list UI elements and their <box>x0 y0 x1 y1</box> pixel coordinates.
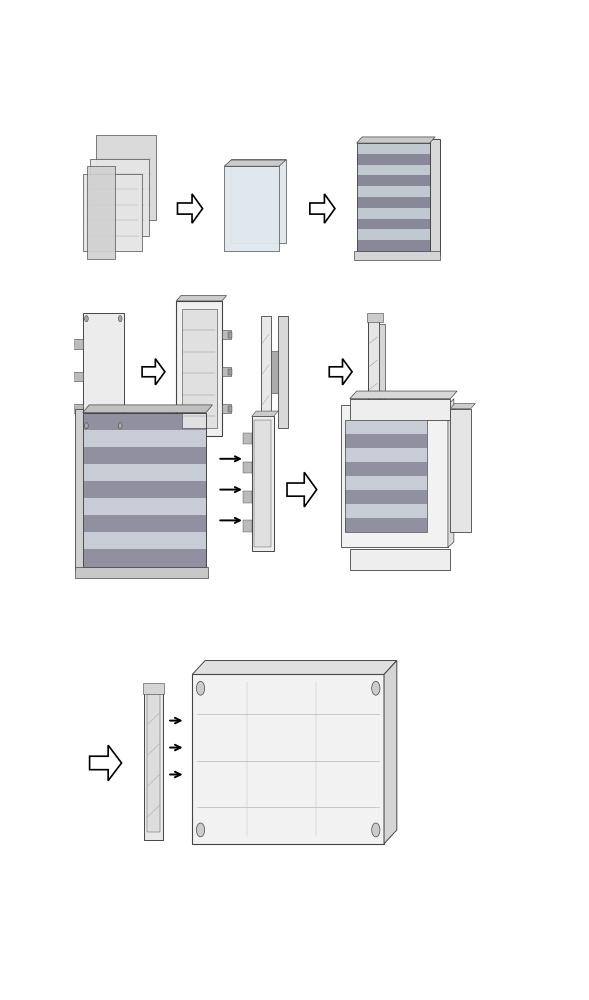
Bar <box>357 197 430 208</box>
Bar <box>357 165 430 175</box>
Bar <box>72 404 82 413</box>
Polygon shape <box>350 391 457 399</box>
Bar <box>222 404 231 413</box>
Bar <box>82 312 124 432</box>
Circle shape <box>118 423 122 429</box>
Bar <box>345 448 428 462</box>
Polygon shape <box>384 661 397 844</box>
Bar <box>345 462 428 476</box>
Bar <box>70 406 74 412</box>
Bar <box>72 372 82 381</box>
Bar <box>229 332 232 338</box>
Bar <box>82 174 142 251</box>
Bar <box>243 462 252 473</box>
Bar <box>350 549 450 570</box>
Bar <box>70 341 74 347</box>
Bar <box>70 373 74 379</box>
Bar <box>82 532 206 549</box>
Bar <box>243 520 252 532</box>
Bar <box>243 491 252 503</box>
Bar <box>75 409 82 570</box>
Bar <box>357 229 430 240</box>
Bar <box>143 683 164 694</box>
Bar <box>261 316 271 428</box>
Bar <box>224 166 279 251</box>
Bar <box>82 413 206 430</box>
Bar <box>430 139 440 255</box>
Bar <box>357 143 430 154</box>
Polygon shape <box>177 194 203 223</box>
Circle shape <box>372 681 380 695</box>
Polygon shape <box>90 745 121 781</box>
Bar <box>350 399 450 420</box>
Bar <box>357 219 430 229</box>
Bar <box>367 312 383 322</box>
Polygon shape <box>287 472 317 507</box>
Bar <box>82 413 206 567</box>
Circle shape <box>118 316 122 322</box>
Polygon shape <box>82 405 213 413</box>
Bar <box>229 406 232 412</box>
Bar <box>82 447 206 464</box>
Polygon shape <box>357 137 435 143</box>
Bar <box>192 674 384 844</box>
Bar <box>450 409 471 532</box>
Bar <box>87 166 115 259</box>
Bar <box>340 405 448 547</box>
Bar <box>82 515 206 532</box>
Bar <box>272 351 277 393</box>
Bar <box>243 433 252 444</box>
Bar <box>357 186 430 197</box>
Circle shape <box>85 316 88 322</box>
Bar <box>82 464 206 481</box>
Circle shape <box>196 823 204 837</box>
Bar <box>176 301 222 436</box>
Circle shape <box>196 681 204 695</box>
Polygon shape <box>176 296 227 301</box>
Bar <box>379 324 385 420</box>
Bar <box>357 208 430 219</box>
Polygon shape <box>448 399 454 547</box>
Bar <box>345 420 428 434</box>
Polygon shape <box>252 411 278 416</box>
Bar <box>357 240 430 251</box>
Bar <box>252 416 273 551</box>
Bar <box>222 330 231 339</box>
Bar <box>355 251 440 260</box>
Bar <box>345 490 428 504</box>
Bar <box>345 476 428 490</box>
Bar <box>222 367 231 376</box>
Bar <box>357 154 430 165</box>
Bar <box>357 175 430 186</box>
Bar <box>82 481 206 498</box>
Bar <box>75 567 208 578</box>
Bar <box>345 434 428 448</box>
Polygon shape <box>450 403 475 409</box>
Bar <box>144 686 163 840</box>
Bar <box>82 430 206 447</box>
Bar <box>278 316 288 428</box>
Bar <box>229 369 232 375</box>
Polygon shape <box>192 661 397 674</box>
Bar <box>182 309 217 428</box>
Bar <box>357 143 430 251</box>
Bar <box>345 420 428 532</box>
Bar <box>82 498 206 515</box>
Bar <box>97 135 155 220</box>
Circle shape <box>372 823 380 837</box>
Bar <box>345 504 428 518</box>
Bar <box>147 694 160 832</box>
Bar <box>82 549 206 567</box>
Polygon shape <box>310 194 335 223</box>
Circle shape <box>85 423 88 429</box>
Bar <box>72 339 82 349</box>
Bar <box>254 420 272 547</box>
Bar <box>345 518 428 532</box>
Polygon shape <box>329 359 352 385</box>
Bar <box>90 158 149 235</box>
Polygon shape <box>224 160 286 166</box>
Bar <box>231 158 286 243</box>
Polygon shape <box>142 359 165 385</box>
Bar <box>368 316 379 428</box>
